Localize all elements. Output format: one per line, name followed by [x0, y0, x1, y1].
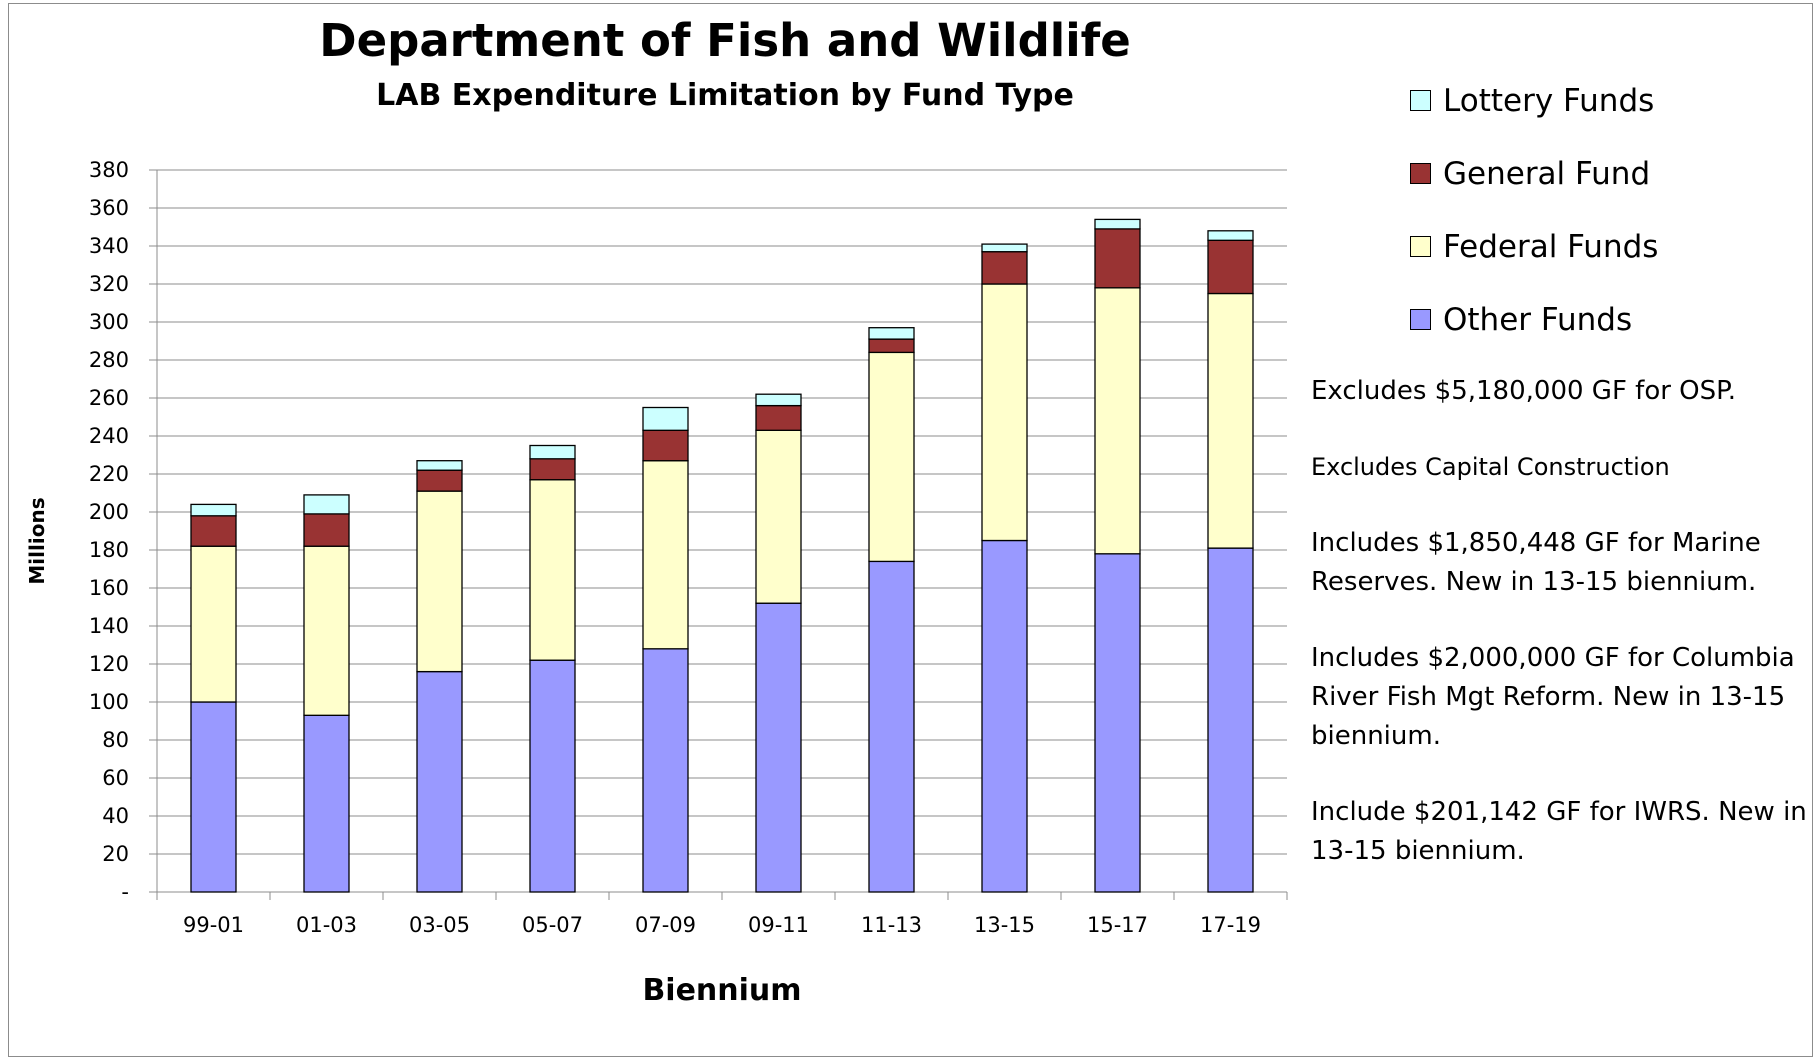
- y-axis-title: Millions: [25, 497, 49, 584]
- bar-federal-funds: [529, 479, 576, 661]
- bar-federal-funds: [303, 545, 350, 716]
- bar-general-fund: [529, 458, 576, 481]
- y-tick-label: 140: [89, 614, 129, 638]
- y-tick-label: 340: [89, 234, 129, 258]
- y-tick-label: 380: [89, 158, 129, 182]
- bar-lottery-funds: [642, 406, 689, 431]
- bar-other-funds: [1207, 547, 1254, 893]
- bar-general-fund: [642, 429, 689, 462]
- x-tick-label: 07-09: [635, 913, 696, 937]
- bar-lottery-funds: [755, 393, 802, 407]
- bar-general-fund: [1207, 239, 1254, 295]
- y-tick-label: 60: [102, 766, 129, 790]
- y-tick-label: 160: [89, 576, 129, 600]
- x-tick-label: 03-05: [409, 913, 470, 937]
- bar-general-fund: [190, 515, 237, 547]
- y-tick-label: 40: [102, 804, 129, 828]
- x-tick-label: 13-15: [974, 913, 1035, 937]
- y-tick-label: 300: [89, 310, 129, 334]
- note-columbia-river: Includes $2,000,000 GF for Columbia Rive…: [1311, 643, 1795, 751]
- bar-federal-funds: [981, 283, 1028, 542]
- y-tick-label: 180: [89, 538, 129, 562]
- y-tick-label: 200: [89, 500, 129, 524]
- bar-other-funds: [868, 560, 915, 893]
- legend-item-general-fund: General Fund: [1410, 137, 1790, 210]
- y-tick-label: 240: [89, 424, 129, 448]
- x-tick-label: 09-11: [748, 913, 809, 937]
- legend-label-federal-funds: Federal Funds: [1443, 228, 1659, 265]
- bar-other-funds: [529, 659, 576, 893]
- x-tick-label: 01-03: [296, 913, 357, 937]
- bar-other-funds: [642, 648, 689, 893]
- x-tick-label: 11-13: [861, 913, 922, 937]
- y-tick-label: 120: [89, 652, 129, 676]
- legend: Lottery Funds General Fund Federal Funds…: [1410, 64, 1790, 356]
- x-tick-label: 17-19: [1200, 913, 1261, 937]
- legend-label-general-fund: General Fund: [1443, 155, 1651, 192]
- bar-lottery-funds: [1207, 230, 1254, 241]
- bar-general-fund: [416, 469, 463, 492]
- bar-other-funds: [1094, 553, 1141, 893]
- y-tick-label: 220: [89, 462, 129, 486]
- x-axis-title: Biennium: [642, 973, 801, 1008]
- bar-other-funds: [755, 602, 802, 893]
- chart-subtitle: LAB Expenditure Limitation by Fund Type: [376, 78, 1074, 113]
- note-capital-construction: Excludes Capital Construction: [1311, 453, 1670, 481]
- y-tick-label: 280: [89, 348, 129, 372]
- y-tick-label: 20: [102, 842, 129, 866]
- bar-federal-funds: [190, 545, 237, 703]
- bar-lottery-funds: [529, 444, 576, 460]
- y-tick-label: 80: [102, 728, 129, 752]
- bar-lottery-funds: [190, 503, 237, 517]
- bar-other-funds: [303, 714, 350, 893]
- y-tick-label: 360: [89, 196, 129, 220]
- legend-label-other-funds: Other Funds: [1443, 301, 1633, 338]
- legend-item-federal-funds: Federal Funds: [1410, 210, 1790, 283]
- bar-lottery-funds: [303, 494, 350, 515]
- bar-lottery-funds: [416, 460, 463, 471]
- legend-swatch-other-funds: [1410, 309, 1431, 330]
- y-tick-label: 320: [89, 272, 129, 296]
- x-tick-label: 05-07: [522, 913, 583, 937]
- bar-general-fund: [755, 404, 802, 431]
- legend-item-other-funds: Other Funds: [1410, 283, 1790, 356]
- legend-swatch-general-fund: [1410, 163, 1431, 184]
- bar-general-fund: [868, 338, 915, 354]
- chart-title: Department of Fish and Wildlife: [319, 14, 1131, 67]
- chart-notes: Excludes $5,180,000 GF for OSP. Excludes…: [1311, 372, 1811, 908]
- legend-swatch-federal-funds: [1410, 236, 1431, 257]
- bar-lottery-funds: [868, 327, 915, 340]
- legend-label-lottery-funds: Lottery Funds: [1443, 82, 1655, 119]
- x-tick-label: 99-01: [183, 913, 244, 937]
- bar-federal-funds: [1094, 287, 1141, 555]
- bar-federal-funds: [1207, 292, 1254, 549]
- bar-other-funds: [981, 539, 1028, 893]
- bar-general-fund: [303, 513, 350, 547]
- note-marine-reserves: Includes $1,850,448 GF for Marine Reserv…: [1311, 528, 1761, 597]
- x-tick-label: 15-17: [1087, 913, 1148, 937]
- bar-other-funds: [416, 670, 463, 893]
- bar-federal-funds: [642, 460, 689, 650]
- bar-federal-funds: [755, 429, 802, 604]
- bar-lottery-funds: [1094, 218, 1141, 230]
- note-osp: Excludes $5,180,000 GF for OSP.: [1311, 376, 1737, 406]
- bar-other-funds: [190, 701, 237, 893]
- bar-federal-funds: [868, 351, 915, 563]
- y-tick-label: 100: [89, 690, 129, 714]
- bar-general-fund: [1094, 228, 1141, 289]
- legend-swatch-lottery-funds: [1410, 90, 1431, 111]
- legend-item-lottery-funds: Lottery Funds: [1410, 64, 1790, 137]
- y-tick-label: -: [121, 880, 129, 904]
- bar-general-fund: [981, 251, 1028, 285]
- y-tick-label: 260: [89, 386, 129, 410]
- note-iwrs: Include $201,142 GF for IWRS. New in 13-…: [1311, 797, 1807, 866]
- bar-federal-funds: [416, 490, 463, 673]
- bar-lottery-funds: [981, 243, 1028, 253]
